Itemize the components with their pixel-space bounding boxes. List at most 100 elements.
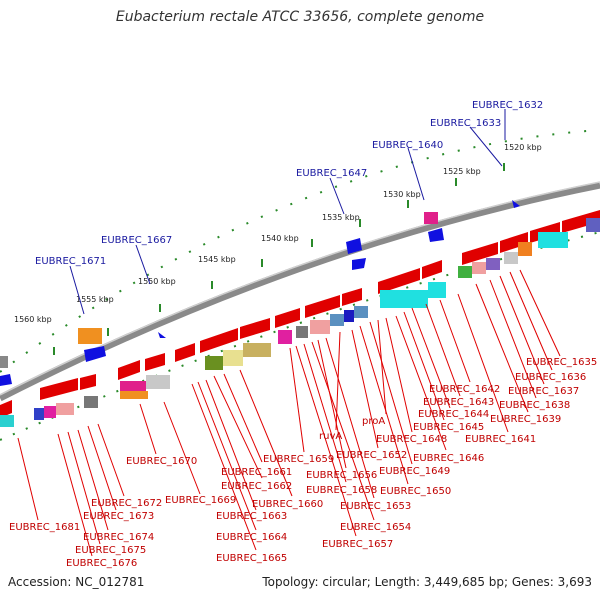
gene-block[interactable] — [486, 258, 500, 270]
outer-leaders — [69, 109, 506, 315]
gene-arrow[interactable] — [84, 346, 106, 362]
gene-label-outer[interactable]: EUBREC_1640 — [372, 140, 443, 151]
gene-arrow[interactable] — [145, 353, 165, 371]
gene-block[interactable] — [0, 415, 14, 427]
gene-label-inner[interactable]: EUBREC_1674 — [83, 532, 154, 543]
gene-arrow[interactable] — [175, 343, 195, 362]
genome-backbone — [0, 181, 600, 402]
gene-label-inner[interactable]: EUBREC_1675 — [75, 545, 146, 556]
gene-arrow[interactable] — [352, 258, 366, 270]
gene-block[interactable] — [84, 396, 98, 408]
gene-label-inner[interactable]: EUBREC_1659 — [263, 454, 334, 465]
gene-block[interactable] — [78, 328, 102, 344]
gene-arrow[interactable] — [562, 210, 600, 233]
gene-label-inner[interactable]: EUBREC_1665 — [216, 553, 287, 564]
gene-block[interactable] — [243, 343, 271, 357]
gene-block[interactable] — [538, 232, 568, 248]
gene-label-inner[interactable]: EUBREC_1672 — [91, 498, 162, 509]
gene-arrow[interactable] — [118, 360, 140, 380]
gene-block[interactable] — [34, 408, 44, 420]
gene-block[interactable] — [354, 306, 368, 318]
gene-label-outer[interactable]: EUBREC_1647 — [296, 168, 367, 179]
gene-arrow[interactable] — [0, 374, 12, 386]
gene-block[interactable] — [0, 356, 8, 368]
gene-arrow[interactable] — [462, 242, 498, 265]
gene-block[interactable] — [472, 262, 486, 274]
gene-label-inner[interactable]: EUBREC_1644 — [418, 409, 489, 420]
gene-label-inner[interactable]: EUBREC_1646 — [413, 453, 484, 464]
gene-label-inner[interactable]: EUBREC_1638 — [499, 400, 570, 411]
gene-label-inner[interactable]: EUBREC_1681 — [9, 522, 80, 533]
gene-block[interactable] — [56, 403, 74, 415]
gene-block[interactable] — [120, 391, 148, 399]
gene-label-inner[interactable]: EUBREC_1648 — [376, 434, 447, 445]
gene-block[interactable] — [44, 406, 56, 418]
gene-arrow[interactable] — [512, 200, 520, 208]
gene-label-inner[interactable]: EUBREC_1669 — [165, 495, 236, 506]
gene-label-inner[interactable]: EUBREC_1636 — [515, 372, 586, 383]
gene-label-outer[interactable]: EUBREC_1632 — [472, 100, 543, 111]
gene-block[interactable] — [504, 252, 518, 264]
gene-label-inner[interactable]: EUBREC_1643 — [423, 397, 494, 408]
gene-label-outer[interactable]: EUBREC_1667 — [101, 235, 172, 246]
gene-label-outer[interactable]: EUBREC_1671 — [35, 256, 106, 267]
gene-label-outer[interactable]: EUBREC_1633 — [430, 118, 501, 129]
gene-block[interactable] — [146, 375, 170, 389]
gene-block[interactable] — [120, 381, 146, 391]
inner-label-group: EUBREC_1635 EUBREC_1636 EUBREC_1637 EUBR… — [9, 357, 597, 569]
gene-block[interactable] — [278, 330, 292, 344]
gene-block[interactable] — [380, 290, 428, 308]
gene-label-inner[interactable]: EUBREC_1676 — [66, 558, 137, 569]
gene-arrow[interactable] — [500, 232, 528, 253]
gene-label-inner[interactable]: EUBREC_1645 — [413, 422, 484, 433]
gene-arrow[interactable] — [305, 295, 340, 318]
gene-arrow[interactable] — [240, 318, 270, 339]
gene-label-inner[interactable]: EUBREC_1663 — [216, 511, 287, 522]
gene-label-inner[interactable]: EUBREC_1652 — [336, 450, 407, 461]
gene-arrow[interactable] — [422, 260, 442, 279]
gene-arrow[interactable] — [378, 268, 420, 294]
gene-block[interactable] — [223, 350, 243, 366]
gene-block[interactable] — [424, 212, 438, 224]
gene-block[interactable] — [310, 320, 330, 334]
gene-label-inner[interactable]: EUBREC_1639 — [490, 414, 561, 425]
gene-arrow[interactable] — [346, 238, 362, 254]
genome-backbone-highlight — [0, 181, 600, 396]
reverse-genes — [0, 200, 520, 386]
gene-arrow[interactable] — [40, 378, 78, 400]
gene-label-inner[interactable]: EUBREC_1649 — [379, 466, 450, 477]
gene-block[interactable] — [518, 242, 532, 256]
gene-block[interactable] — [205, 356, 223, 370]
gene-label-inner[interactable]: EUBREC_1635 — [526, 357, 597, 368]
gene-arrow[interactable] — [0, 400, 12, 418]
gene-block[interactable] — [344, 310, 354, 322]
gene-arrow[interactable] — [200, 328, 238, 353]
gene-label-inner[interactable]: EUBREC_1658 — [306, 485, 377, 496]
gene-label-inner[interactable]: EUBREC_1673 — [83, 511, 154, 522]
gene-block[interactable] — [296, 326, 308, 338]
gene-block[interactable] — [428, 282, 446, 298]
gene-arrow[interactable] — [342, 288, 362, 306]
gene-block[interactable] — [586, 218, 600, 232]
gene-arrow[interactable] — [275, 308, 300, 328]
gene-label-inner[interactable]: EUBREC_1653 — [340, 501, 411, 512]
gene-block[interactable] — [458, 266, 472, 278]
gene-label-inner[interactable]: EUBREC_1656 — [306, 470, 377, 481]
gene-arrow[interactable] — [80, 374, 96, 390]
gene-block[interactable] — [330, 314, 344, 326]
gene-label-inner[interactable]: EUBREC_1657 — [322, 539, 393, 550]
gene-label-inner[interactable]: EUBREC_1637 — [508, 386, 579, 397]
gene-label-inner[interactable]: EUBREC_1662 — [221, 481, 292, 492]
gene-label-inner[interactable]: EUBREC_1650 — [380, 486, 451, 497]
gene-label-inner[interactable]: proA — [362, 416, 385, 427]
gene-label-inner[interactable]: EUBREC_1641 — [465, 434, 536, 445]
gene-label-inner[interactable]: ruvA — [319, 431, 342, 442]
gene-label-inner[interactable]: EUBREC_1660 — [252, 499, 323, 510]
gene-label-inner[interactable]: EUBREC_1654 — [340, 522, 411, 533]
gene-arrow[interactable] — [158, 332, 166, 338]
gene-label-inner[interactable]: EUBREC_1664 — [216, 532, 287, 543]
gene-arrow[interactable] — [428, 228, 444, 242]
gene-label-inner[interactable]: EUBREC_1670 — [126, 456, 197, 467]
gene-label-inner[interactable]: EUBREC_1661 — [221, 467, 292, 478]
gene-label-inner[interactable]: EUBREC_1642 — [429, 384, 500, 395]
